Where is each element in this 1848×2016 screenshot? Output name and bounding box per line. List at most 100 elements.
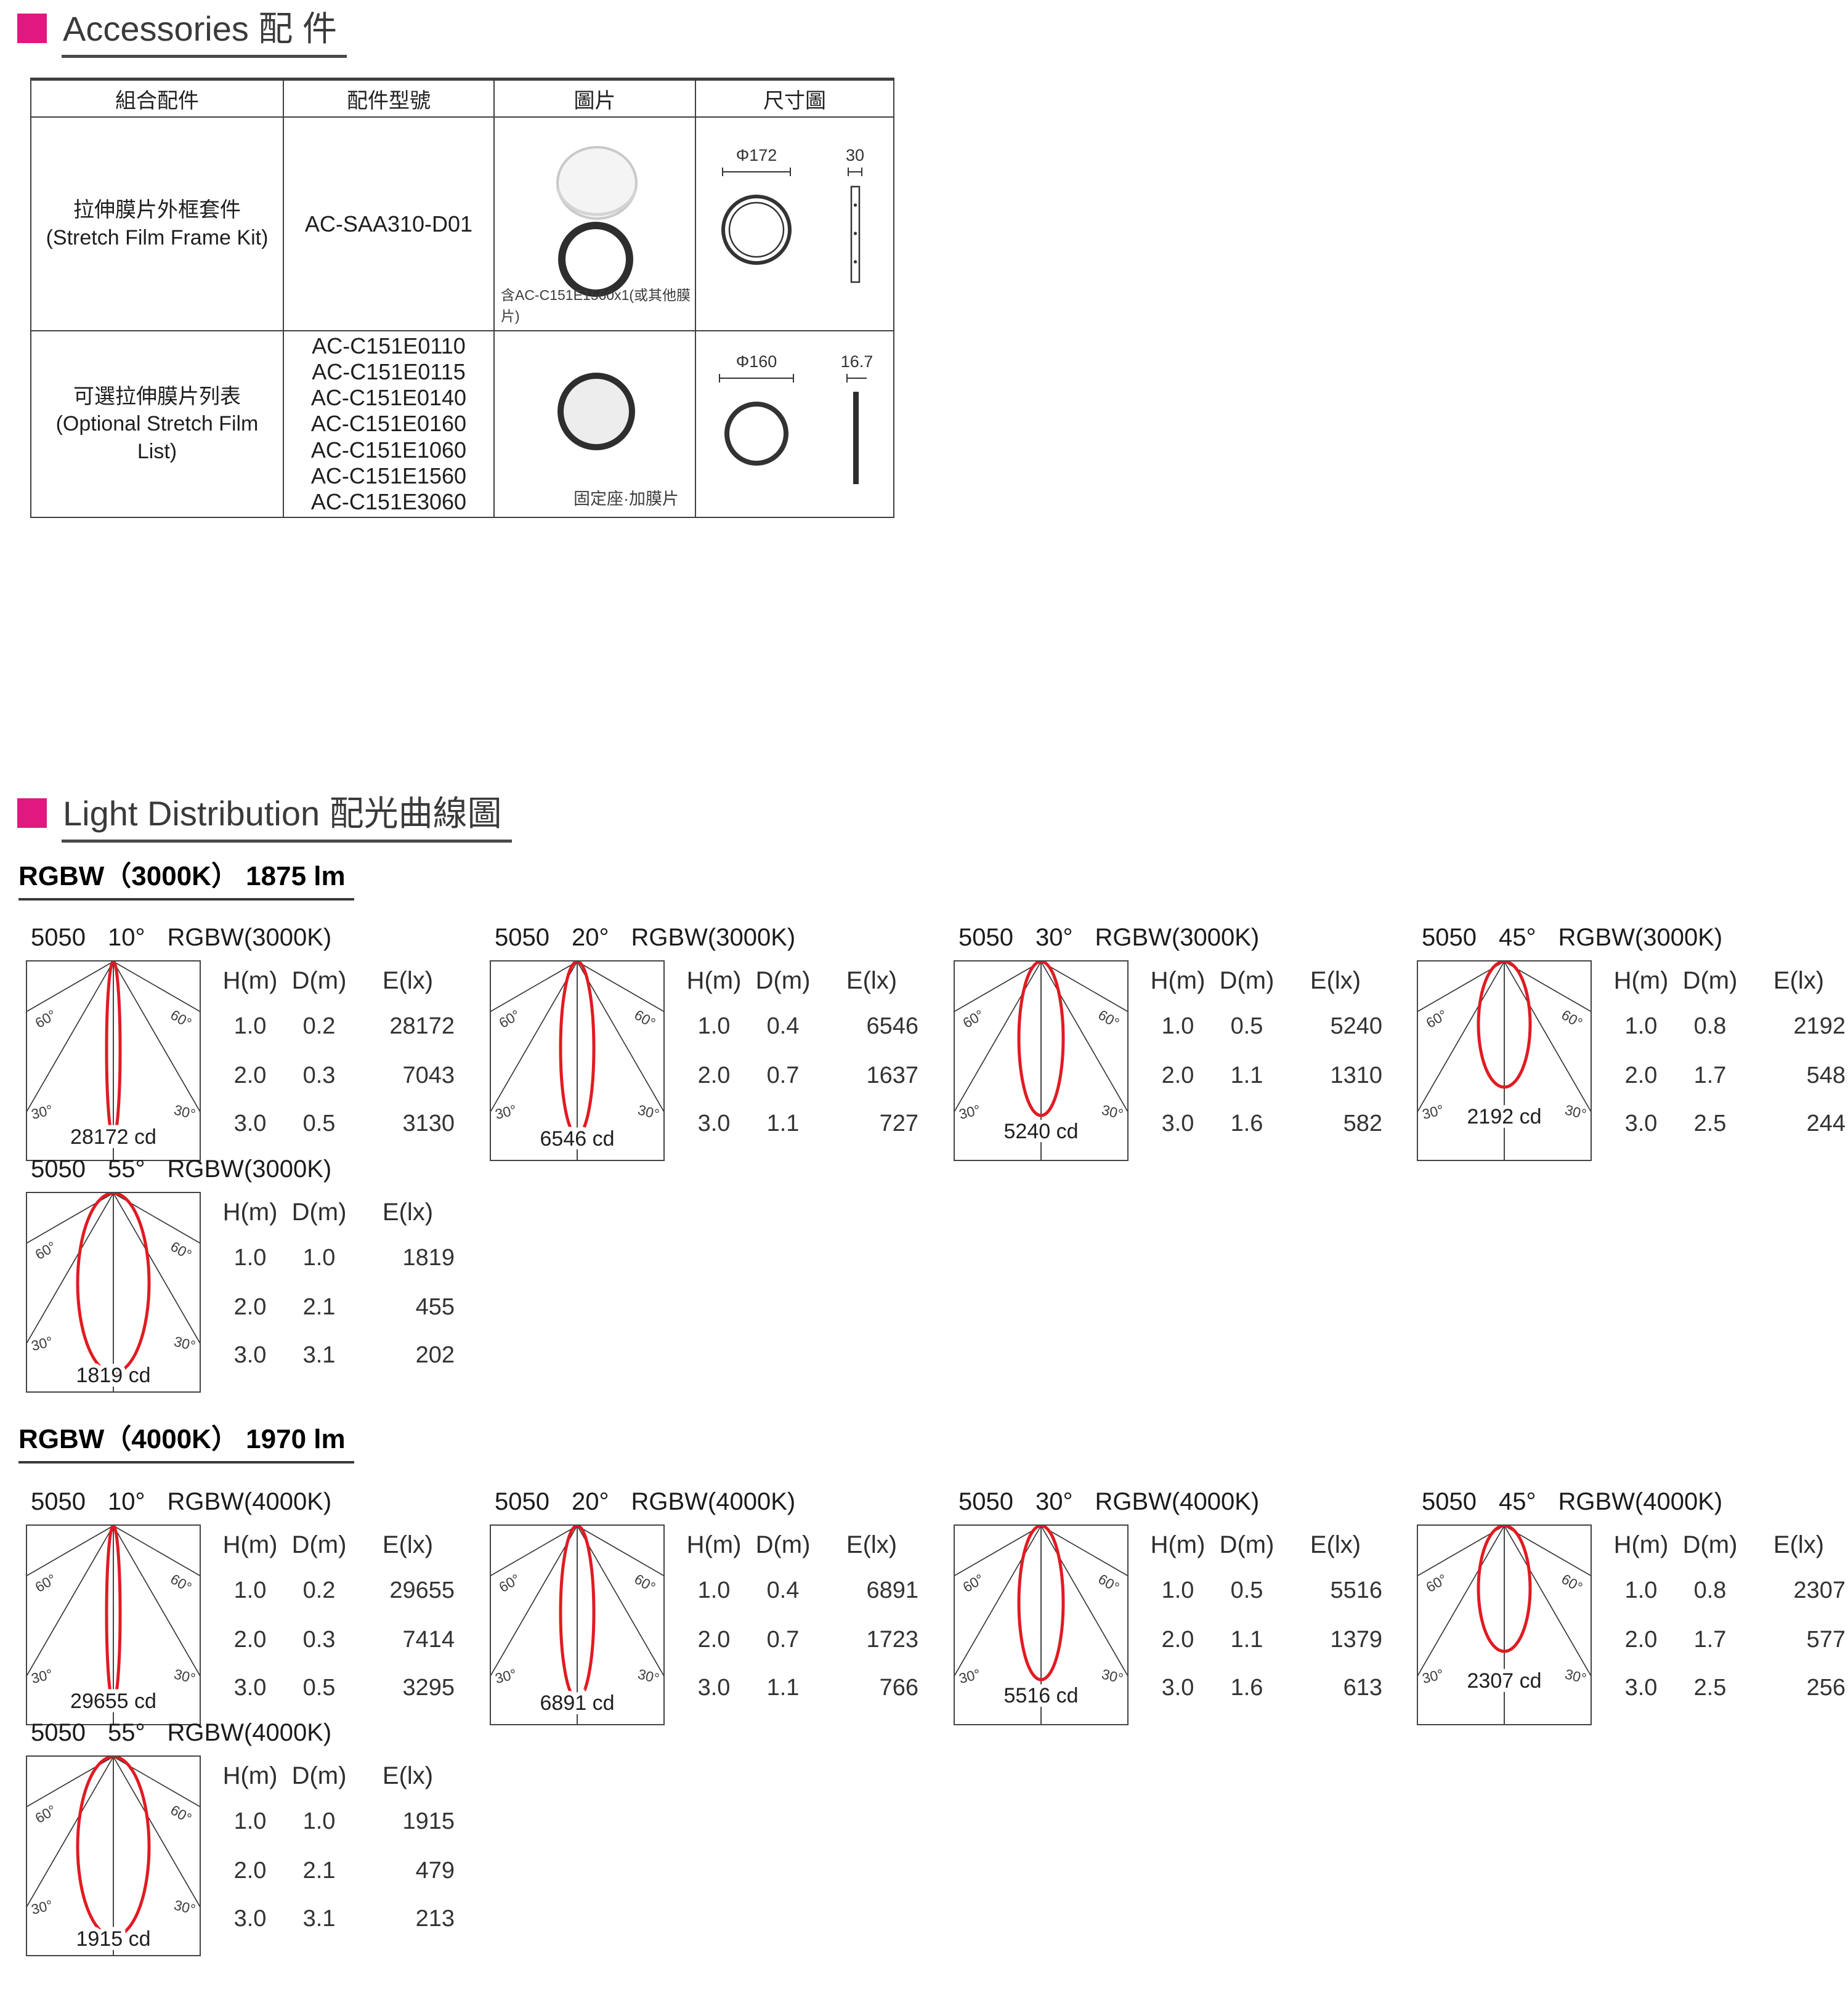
chart-title-beam: 30° [1035,924,1073,951]
chart-table-header: E(lx) [1773,966,1825,994]
chart-table-value-e: 3295 [402,1674,455,1701]
chart-table-value-d: 0.2 [302,1577,336,1603]
chart-table-value-h: 2.0 [233,1626,267,1653]
chart-title-model: 5050 [495,1488,549,1515]
chart-table: H(m) D(m) E(lx) 1.0 0.2 29655 2.0 0.3 7414 3.0 0.5… [216,1524,462,1725]
chart-table-value-d: 0.7 [766,1062,800,1088]
peak-candela-label: 5240 cd [1004,1120,1079,1143]
accessories-section-title: Accessories 配 件 [62,10,347,58]
peak-candela-label: 1819 cd [76,1364,151,1387]
peak-candela-label: 6546 cd [540,1127,615,1151]
chart-table-header: E(lx) [846,966,898,994]
angle-label-30-left: 30° [30,1897,54,1917]
chart-table-header: H(m) [1150,966,1206,994]
angle-label-30-left: 30° [30,1101,54,1122]
chart-table: H(m) D(m) E(lx) 1.0 0.4 6546 2.0 0.7 1637 3.0 1.1 7… [679,960,926,1161]
chart-table-value-h: 2.0 [1624,1062,1658,1088]
chart-table-header: H(m) [686,1531,742,1558]
chart-table-value-d: 2.1 [302,1857,336,1884]
angle-label-60-left: 60° [496,1571,522,1595]
polar-plot: 60° 60° 30° 30° 2192 cd [1319,776,1690,1161]
angle-label-60-left: 60° [496,1006,522,1031]
chart-table-value-e: 5240 [1330,1013,1382,1039]
model-number: AC-C151E1060 [310,437,467,463]
chart-table-value-e: 1379 [1330,1626,1382,1653]
accessory-name-cell: 拉伸膜片外框套件 (Stretch Film Frame Kit) [30,116,284,331]
angle-label-60-right: 60° [168,1802,194,1826]
chart-table-header: E(lx) [1310,1531,1361,1558]
chart-table-value-e: 7043 [402,1062,455,1088]
chart-table-header: D(m) [291,1531,347,1558]
col-header-combination: 組合配件 [30,78,284,118]
polar-plot-svg: 60° 60° 30° 30° 1915 cd [0,1571,299,1955]
chart-title-beam: 55° [107,1156,145,1183]
chart-title-beam: 20° [571,924,609,951]
angle-label-30-left: 30° [1420,1101,1445,1122]
chart-title-model: 5050 [31,1488,86,1515]
chart-table-value-d: 2.5 [1693,1674,1727,1701]
table-row: 拉伸膜片外框套件 (Stretch Film Frame Kit) AC-SAA… [30,116,894,331]
chart-title-lamp: RGBW(4000K) [1558,1488,1723,1515]
chart-table-header: D(m) [291,1762,347,1789]
chart-title-model: 5050 [495,924,549,951]
light-distribution-chart: 5050 20° RGBW(3000K) 60° 60° 30° 30° 6546 cd H(m… [392,776,933,1170]
chart-table-header: D(m) [1682,1531,1738,1558]
chart-table-value-h: 3.0 [1624,1110,1658,1136]
chart-table-value-d: 1.6 [1230,1110,1263,1136]
chart-table-value-d: 1.7 [1693,1626,1727,1653]
chart-table-value-h: 3.0 [1624,1674,1658,1701]
col-header-picture: 圖片 [493,78,696,118]
chart-title-model: 5050 [1422,1488,1477,1515]
angle-label-60-right: 60° [631,1006,658,1031]
accessory-name-zh: 可選拉伸膜片列表 [73,385,241,409]
chart-table: H(m) D(m) E(lx) 1.0 0.8 2192 2.0 1.7 548 3.0 2.5 24… [1607,960,1848,1161]
chart-title-model: 5050 [958,1488,1013,1515]
angle-label-60-left: 60° [32,1238,59,1263]
light-distribution-section-title: Light Distribution 配光曲線圖 [62,795,512,843]
peak-candela-label: 5516 cd [1004,1684,1079,1707]
chart-title: 5050 10° RGBW(4000K) [26,1488,469,1516]
chart-table-value-d: 3.1 [302,1905,336,1932]
thickness-label: 30 [845,146,864,164]
chart-table-value-e: 1310 [1330,1062,1382,1088]
chart-title-lamp: RGBW(3000K) [1558,924,1723,951]
peak-candela-label: 28172 cd [70,1125,156,1149]
chart-table-header: H(m) [1613,1531,1669,1558]
chart-table-header: D(m) [1219,966,1275,994]
accessory-name-cell: 可選拉伸膜片列表 (Optional Stretch Film List) [30,330,284,518]
chart-table-value-e: 3130 [402,1110,455,1136]
chart-title: 5050 45° RGBW(3000K) [1417,924,1848,952]
polar-plot: 60° 60° 30° 30° 1915 cd [0,1571,299,1956]
chart-table-value-e: 1637 [866,1062,918,1088]
chart-table-value-d: 0.5 [302,1674,336,1701]
chart-table-value-e: 5516 [1330,1577,1382,1603]
chart-table-value-d: 0.8 [1693,1577,1727,1603]
chart-title-lamp: RGBW(3000K) [167,1156,332,1183]
chart-table-value-h: 1.0 [1161,1577,1194,1603]
light-distribution-section-header: Light Distribution 配光曲線圖 [17,795,512,843]
chart-table-value-e: 548 [1806,1062,1846,1088]
accessory-model-cell: AC-SAA310-D01 [283,116,495,331]
chart-table-header: E(lx) [382,1531,434,1558]
angle-label-30-left: 30° [493,1101,518,1122]
peak-candela-label: 2307 cd [1467,1669,1542,1693]
angle-label-30-right: 30° [1100,1666,1125,1686]
chart-table-value-h: 1.0 [233,1577,267,1603]
chart-table-value-h: 2.0 [697,1062,731,1088]
stretch-film-image [557,373,635,450]
chart-table-value-e: 1915 [402,1808,455,1834]
polar-plot-svg: 60° 60° 30° 30° 2307 cd [1319,1340,1690,1724]
chart-table-header: D(m) [1219,1531,1275,1558]
light-distribution-chart: 5050 30° RGBW(4000K) 60° 60° 30° 30° 5516 cd H(m… [856,1340,1397,1735]
chart-table: H(m) D(m) E(lx) 1.0 1.0 1819 2.0 2.1 455 3.0 3.1 20… [216,1192,462,1393]
chart-title: 5050 30° RGBW(4000K) [954,1488,1397,1516]
angle-label-30-left: 30° [957,1666,982,1686]
chart-table-value-d: 1.1 [1230,1626,1263,1653]
chart-table-value-h: 3.0 [233,1905,267,1932]
polar-plot: 60° 60° 30° 30° 2307 cd [1319,1340,1690,1725]
chart-table-value-d: 2.1 [302,1293,336,1320]
chart-title-lamp: RGBW(4000K) [631,1488,796,1515]
model-number: AC-C151E1560 [310,463,467,488]
angle-label-60-left: 60° [960,1571,986,1595]
